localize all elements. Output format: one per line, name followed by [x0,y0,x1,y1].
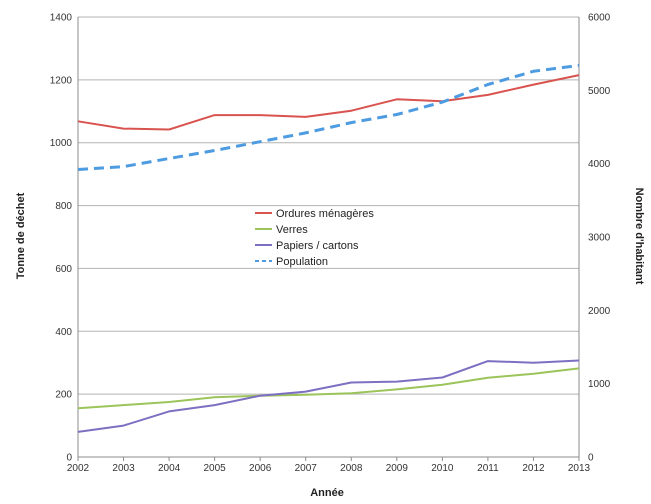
y-tick-label: 1000 [50,138,73,149]
x-tick-label: 2013 [568,463,591,474]
x-tick-label: 2007 [295,463,318,474]
y-tick-label: 1200 [50,75,73,86]
y2-tick-label: 6000 [588,13,611,24]
series-lines [77,63,580,433]
x-tick-label: 2011 [477,463,499,474]
y2-tick-label: 0 [588,453,594,464]
y2-tick-label: 4000 [588,159,611,170]
x-tick-label: 2009 [386,463,409,474]
y-tick-label: 0 [66,453,72,464]
y-tick-label: 600 [55,264,72,275]
x-axis-title: Année [310,487,344,499]
y-tick-label: 200 [55,390,72,401]
y2-tick-label: 2000 [588,306,611,317]
series-line-0 [77,74,580,131]
right-y-tick-labels: 0 1000 2000 3000 4000 5000 6000 [588,13,611,464]
legend-label-ordures: Ordures ménagères [276,208,374,220]
x-tick-label: 2012 [522,463,545,474]
x-tick-label: 2008 [340,463,363,474]
y2-axis-title: Nombre d'habitant [633,188,645,285]
legend-label-population: Population [276,256,328,268]
x-tick-label: 2005 [204,463,227,474]
x-tick-label: 2003 [112,463,135,474]
y-tick-label: 800 [55,201,72,212]
y-tick-label: 1400 [50,13,73,24]
y2-tick-label: 3000 [588,233,611,244]
x-tick-label: 2004 [158,463,181,474]
y2-tick-label: 1000 [588,379,611,390]
legend: Ordures ménagères Verres Papiers / carto… [255,208,374,268]
legend-label-papiers: Papiers / cartons [276,240,359,252]
series-line-3 [77,63,580,171]
axes [77,17,580,461]
left-y-tick-labels: 0 200 400 600 800 1000 1200 1400 [50,13,73,464]
x-tick-label: 2010 [431,463,454,474]
y-axis-title: Tonne de déchet [15,192,27,279]
x-tick-labels: 2002 2003 2004 2005 2006 2007 2008 2009 2010 2011… [67,463,591,474]
x-tick-label: 2002 [67,463,90,474]
y2-tick-label: 5000 [588,86,611,97]
gridlines [78,16,579,458]
series-line-2 [77,359,580,433]
series-line-1 [77,367,580,410]
legend-label-verres: Verres [276,224,308,236]
x-tick-label: 2006 [249,463,272,474]
y-tick-label: 400 [55,327,72,338]
